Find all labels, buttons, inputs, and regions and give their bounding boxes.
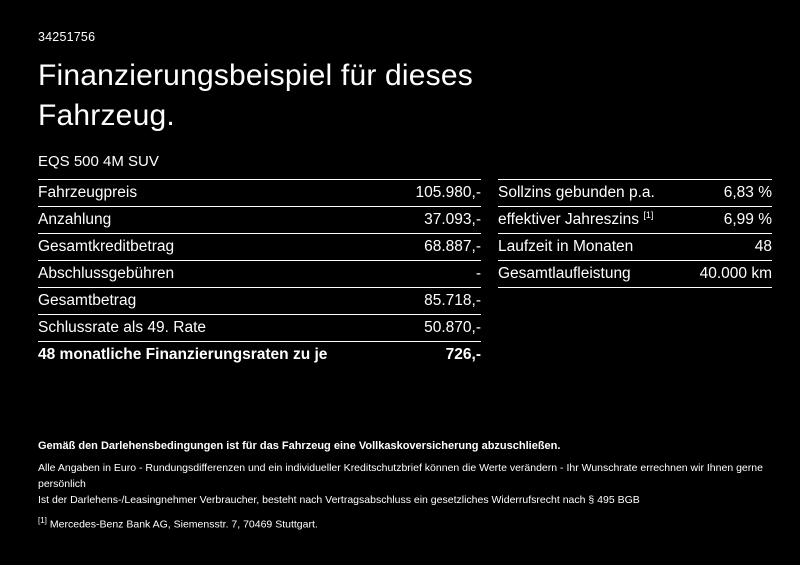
row-label: Anzahlung bbox=[38, 211, 112, 228]
row-label: Abschlussgebühren bbox=[38, 265, 175, 282]
table-row: Fahrzeugpreis 105.980,- bbox=[38, 179, 481, 206]
row-label: Laufzeit in Monaten bbox=[498, 238, 634, 255]
row-label: Schlussrate als 49. Rate bbox=[38, 319, 207, 336]
row-label: Gesamtkreditbetrag bbox=[38, 238, 175, 255]
row-value: 68.887,- bbox=[424, 238, 481, 255]
row-label-text: effektiver Jahreszins bbox=[498, 211, 639, 228]
page-title: Finanzierungsbeispiel für dieses Fahrzeu… bbox=[38, 59, 473, 132]
row-label: Sollzins gebunden p.a. bbox=[498, 184, 655, 201]
row-value: 6,83 % bbox=[723, 184, 772, 201]
table-row-monthly-rate: 48 monatliche Finanzierungsraten zu je 7… bbox=[38, 341, 481, 368]
row-value: 48 bbox=[754, 238, 772, 255]
insurance-requirement-note: Gemäß den Darlehensbedingungen ist für d… bbox=[38, 440, 561, 452]
financing-table-right: Sollzins gebunden p.a. 6,83 % effektiver… bbox=[498, 179, 772, 288]
table-row: Gesamtbetrag 85.718,- bbox=[38, 287, 481, 314]
row-value: 85.718,- bbox=[424, 292, 481, 309]
table-row: Abschlussgebühren - bbox=[38, 260, 481, 287]
vehicle-id: 34251756 bbox=[38, 30, 96, 44]
financing-table-left: Fahrzeugpreis 105.980,- Anzahlung 37.093… bbox=[38, 179, 481, 368]
row-value: - bbox=[475, 265, 481, 282]
row-label: effektiver Jahreszins [1] bbox=[498, 209, 654, 229]
row-value: 105.980,- bbox=[415, 184, 482, 201]
table-row: Laufzeit in Monaten 48 bbox=[498, 233, 772, 260]
row-value: 6,99 % bbox=[723, 211, 772, 228]
row-label: 48 monatliche Finanzierungsraten zu je bbox=[38, 346, 328, 363]
row-label: Gesamtbetrag bbox=[38, 292, 137, 309]
table-row: effektiver Jahreszins [1] 6,99 % bbox=[498, 206, 772, 233]
disclaimer-line-2: Ist der Darlehens-/Leasingnehmer Verbrau… bbox=[38, 494, 640, 506]
row-label: Fahrzeugpreis bbox=[38, 184, 138, 201]
row-value: 50.870,- bbox=[424, 319, 481, 336]
row-value: 37.093,- bbox=[424, 211, 481, 228]
row-label: Gesamtlaufleistung bbox=[498, 265, 631, 282]
row-value: 40.000 km bbox=[699, 265, 772, 282]
table-row: Sollzins gebunden p.a. 6,83 % bbox=[498, 179, 772, 206]
footnote-marker: [1] bbox=[38, 516, 47, 525]
bank-footnote: [1] Mercedes-Benz Bank AG, Siemensstr. 7,… bbox=[38, 513, 773, 533]
table-row: Schlussrate als 49. Rate 50.870,- bbox=[38, 314, 481, 341]
legal-footer: Gemäß den Darlehensbedingungen ist für d… bbox=[38, 440, 773, 533]
vehicle-model: EQS 500 4M SUV bbox=[38, 153, 159, 170]
footnote-reference: [1] bbox=[643, 209, 654, 220]
disclaimer-line-1: Alle Angaben in Euro - Rundungsdifferenz… bbox=[38, 462, 763, 490]
table-row: Gesamtlaufleistung 40.000 km bbox=[498, 260, 772, 287]
table-row: Anzahlung 37.093,- bbox=[38, 206, 481, 233]
footnote-text: Mercedes-Benz Bank AG, Siemensstr. 7, 70… bbox=[49, 518, 318, 531]
table-row: Gesamtkreditbetrag 68.887,- bbox=[38, 233, 481, 260]
row-value: 726,- bbox=[445, 346, 481, 363]
